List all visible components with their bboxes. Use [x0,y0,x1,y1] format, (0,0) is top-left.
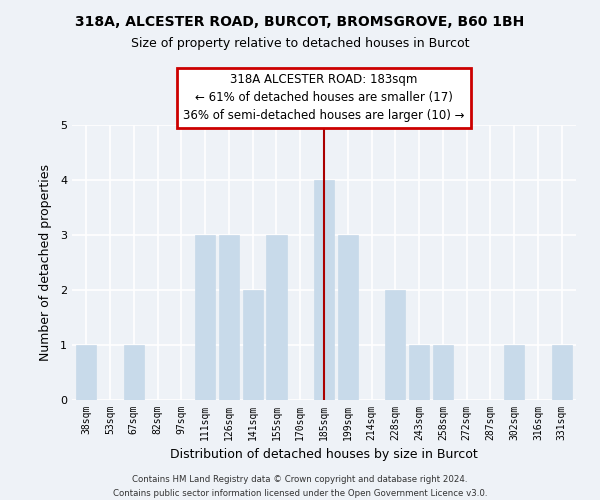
Bar [409,345,429,400]
Text: Size of property relative to detached houses in Burcot: Size of property relative to detached ho… [131,38,469,51]
Bar [504,345,524,400]
Text: 318A ALCESTER ROAD: 183sqm
← 61% of detached houses are smaller (17)
36% of semi: 318A ALCESTER ROAD: 183sqm ← 61% of deta… [183,74,465,122]
Bar [124,345,144,400]
Bar [76,345,97,400]
Text: Contains HM Land Registry data © Crown copyright and database right 2024.
Contai: Contains HM Land Registry data © Crown c… [113,476,487,498]
Bar [219,235,239,400]
X-axis label: Distribution of detached houses by size in Burcot: Distribution of detached houses by size … [170,448,478,462]
Bar [433,345,453,400]
Bar [314,180,334,400]
Text: 318A, ALCESTER ROAD, BURCOT, BROMSGROVE, B60 1BH: 318A, ALCESTER ROAD, BURCOT, BROMSGROVE,… [76,15,524,29]
Bar [242,290,263,400]
Y-axis label: Number of detached properties: Number of detached properties [38,164,52,361]
Bar [385,290,406,400]
Bar [195,235,215,400]
Bar [338,235,358,400]
Bar [266,235,287,400]
Bar [551,345,572,400]
